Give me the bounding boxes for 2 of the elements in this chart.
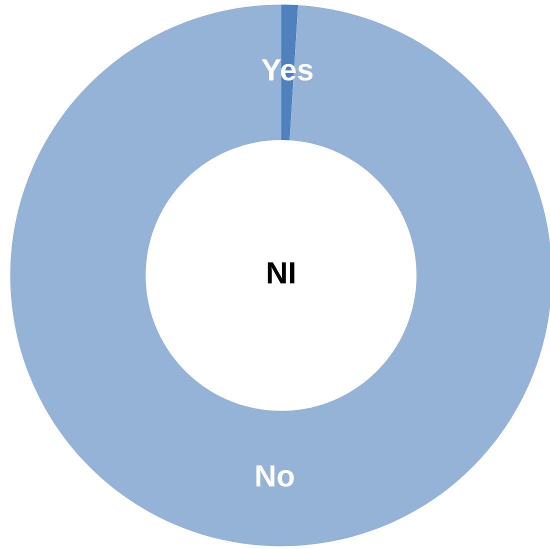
text: NI — [268, 262, 294, 284]
slice-label: No — [256, 465, 294, 487]
